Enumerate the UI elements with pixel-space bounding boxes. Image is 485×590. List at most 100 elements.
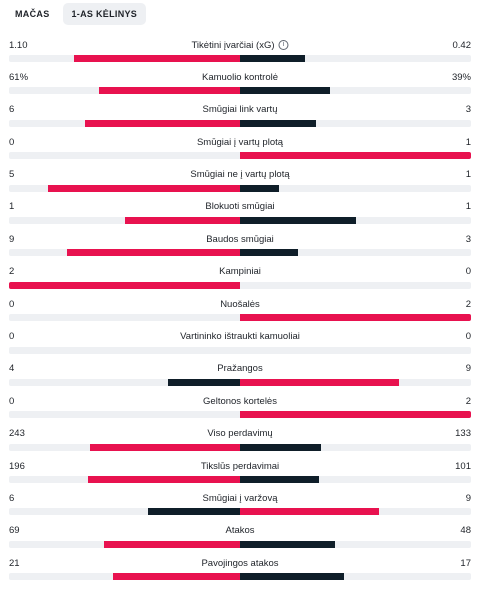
stat-row: 6 Smūgiai į varžovą 9 (0, 489, 485, 521)
comparison-bar (9, 55, 471, 62)
stat-label-text: Tikslūs perdavimai (200, 460, 280, 472)
stat-row: 4 Pražangos 9 (0, 360, 485, 392)
home-value: 69 (9, 525, 20, 537)
stat-label: Smūgiai į varžovą (203, 493, 278, 504)
away-value: 0.42 (452, 39, 472, 51)
comparison-bar (9, 540, 471, 548)
stat-label: Pavojingos atakos (201, 558, 278, 569)
stat-label: Kampiniai (219, 266, 261, 277)
home-bar (9, 281, 240, 289)
away-value: 0 (465, 331, 471, 343)
stat-row: 2 Kampiniai 0 (0, 263, 485, 295)
stat-label-text: Smūgiai link vartų (202, 104, 278, 116)
stat-label: Nuošalės (220, 299, 260, 310)
stat-label-text: Geltonos kortelės (203, 395, 277, 407)
home-value: 0 (9, 395, 15, 407)
stat-row: 1.10 Tikėtini įvarčiai (xG) i 0.42 (0, 36, 485, 68)
home-value: 2 (9, 266, 15, 278)
away-value: 9 (465, 492, 471, 504)
away-bar (240, 573, 344, 581)
away-value: 1 (465, 201, 471, 213)
stat-row: 196 Tikslūs perdavimai 101 (0, 457, 485, 489)
stat-row: 0 Smūgiai į vartų plotą 1 (0, 133, 485, 165)
home-bar (112, 573, 240, 581)
comparison-bar (9, 152, 471, 160)
home-bar (168, 378, 240, 386)
home-bar (147, 508, 240, 516)
stat-row: 0 Geltonos kortelės 2 (0, 392, 485, 424)
stat-row: 0 Nuošalės 2 (0, 295, 485, 327)
stat-label: Blokuoti smūgiai (205, 201, 274, 212)
stat-row: 6 Smūgiai link vartų 3 (0, 101, 485, 133)
stat-row: 0 Vartininko ištraukti kamuoliai 0 (0, 328, 485, 360)
home-value: 6 (9, 492, 15, 504)
stats-list: 1.10 Tikėtini įvarčiai (xG) i 0.42 61% Kamuol… (0, 36, 485, 587)
away-bar (240, 314, 471, 322)
stat-label-text: Smūgiai ne į vartų plotą (190, 169, 290, 181)
home-value: 5 (9, 169, 15, 181)
stat-label: Kamuolio kontrolė (202, 72, 278, 83)
comparison-bar (9, 508, 471, 516)
stat-label: Vartininko ištraukti kamuoliai (180, 331, 300, 342)
away-value: 1 (465, 169, 471, 181)
comparison-bar (9, 378, 471, 386)
home-bar (87, 476, 240, 484)
away-bar (240, 378, 400, 386)
info-icon[interactable]: i (278, 40, 289, 50)
home-bar (103, 540, 240, 548)
home-value: 0 (9, 136, 15, 148)
stat-label-text: Vartininko ištraukti kamuoliai (180, 331, 300, 343)
stat-label-text: Tikėtini įvarčiai (xG) (191, 39, 275, 51)
stat-row: 9 Baudos smūgiai 3 (0, 230, 485, 262)
away-bar (240, 540, 335, 548)
away-bar (240, 443, 321, 451)
tab-bar: MAČAS 1-AS KĖLINYS (6, 3, 147, 25)
home-value: 0 (9, 331, 15, 343)
home-bar (99, 87, 240, 95)
stat-row: 21 Pavojingos atakos 17 (0, 554, 485, 586)
home-value: 1.10 (9, 39, 28, 51)
stat-label-text: Pražangos (217, 363, 263, 375)
away-bar (240, 216, 356, 224)
away-value: 3 (465, 104, 471, 116)
away-value: 9 (465, 363, 471, 375)
away-bar (240, 55, 305, 62)
stat-label: Geltonos kortelės (203, 396, 277, 407)
home-value: 243 (9, 428, 25, 440)
stat-label-text: Smūgiai į vartų plotą (196, 136, 284, 148)
stat-label-text: Blokuoti smūgiai (205, 201, 275, 213)
away-bar (240, 87, 331, 95)
stat-row: 69 Atakos 48 (0, 522, 485, 554)
stat-label: Tikslūs perdavimai (201, 461, 279, 472)
away-bar (240, 508, 379, 516)
tab-first-half[interactable]: 1-AS KĖLINYS (62, 3, 147, 25)
away-bar (240, 119, 317, 127)
home-value: 0 (9, 298, 15, 310)
stat-label: Smūgiai link vartų (203, 104, 278, 115)
home-value: 9 (9, 233, 15, 245)
away-bar (240, 476, 319, 484)
away-value: 101 (455, 460, 471, 472)
home-bar (89, 443, 240, 451)
comparison-bar (9, 216, 471, 224)
stat-label: Smūgiai ne į vartų plotą (190, 169, 289, 180)
stat-label: Viso perdavimų (207, 428, 272, 439)
home-bar (85, 119, 240, 127)
away-value: 48 (460, 525, 471, 537)
home-value: 1 (9, 201, 15, 213)
stat-label-text: Kamuolio kontrolė (201, 71, 279, 83)
away-value: 39% (451, 71, 471, 83)
tab-match[interactable]: MAČAS (15, 9, 50, 19)
away-value: 2 (465, 395, 471, 407)
stat-label-text: Atakos (225, 525, 255, 537)
comparison-bar (9, 119, 471, 127)
away-value: 0 (465, 266, 471, 278)
home-bar (124, 216, 240, 224)
comparison-bar (9, 314, 471, 322)
comparison-bar (9, 249, 471, 257)
comparison-bar (9, 443, 471, 451)
stat-label-text: Nuošalės (220, 298, 260, 310)
home-value: 61% (9, 71, 29, 83)
stat-label: Pražangos (217, 363, 262, 374)
stat-label: Smūgiai į vartų plotą (197, 137, 283, 148)
